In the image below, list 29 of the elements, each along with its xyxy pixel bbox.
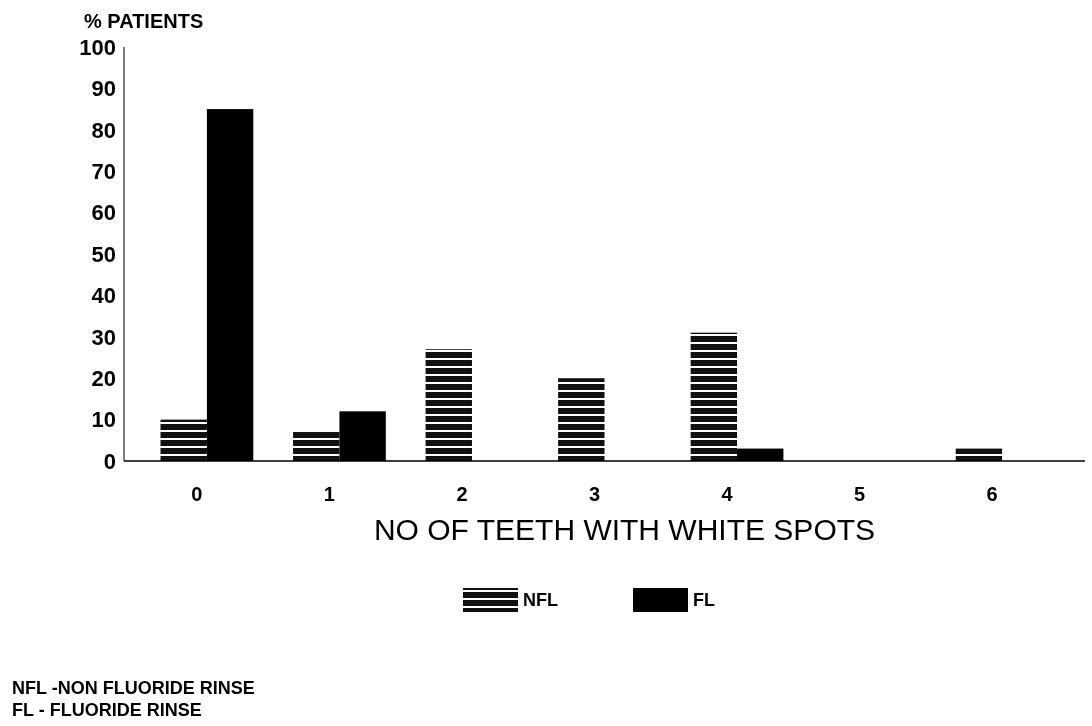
y-tick-label: 20 xyxy=(91,365,116,391)
legend-label: FL xyxy=(693,590,715,611)
y-tick-label: 100 xyxy=(79,34,116,60)
bar xyxy=(690,332,738,461)
y-tick-label: 60 xyxy=(91,200,116,226)
y-tick-label: 70 xyxy=(91,158,116,184)
bar xyxy=(160,419,207,461)
bar xyxy=(558,378,605,461)
y-tick-label: 10 xyxy=(91,407,116,433)
text: FL - FLUORIDE RINSE xyxy=(12,700,202,720)
bar xyxy=(425,349,472,461)
y-axis-title: % PATIENTS xyxy=(84,10,204,32)
x-tick-label: 5 xyxy=(854,483,866,505)
y-tick-label: 50 xyxy=(91,241,116,267)
x-axis-title: NO OF TEETH WITH WHITE SPOTS xyxy=(373,513,876,546)
y-tick-label: 40 xyxy=(91,283,116,309)
x-tick-label: 0 xyxy=(191,483,203,505)
text: NFL -NON FLUORIDE RINSE xyxy=(12,678,255,698)
x-tick-label: 6 xyxy=(986,483,998,505)
y-tick-label: 30 xyxy=(91,324,116,350)
x-tick-label: 3 xyxy=(588,483,601,505)
x-tick-label: 2 xyxy=(456,483,468,505)
x-tick-label: 1 xyxy=(323,483,335,505)
legend-label: NFL xyxy=(523,590,558,611)
y-tick-label: 90 xyxy=(91,76,116,102)
bar xyxy=(293,432,340,461)
y-tick-label: 80 xyxy=(91,117,116,143)
y-tick-label: 0 xyxy=(103,448,116,474)
x-tick-label: 4 xyxy=(721,483,734,505)
